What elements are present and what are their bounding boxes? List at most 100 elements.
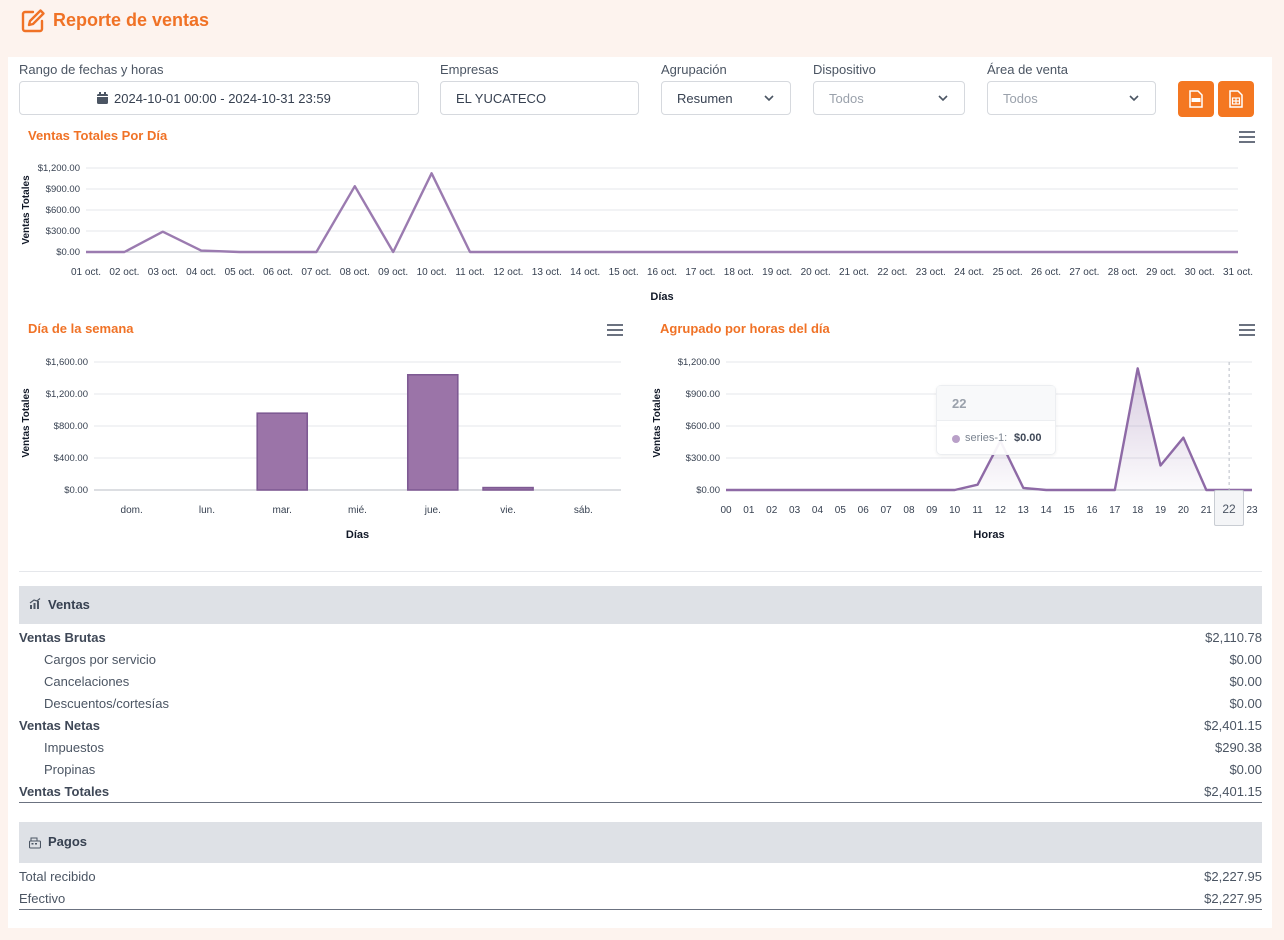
- weekday-bar: [406, 373, 459, 491]
- x-tick-label: 08 oct.: [340, 267, 370, 278]
- x-tick-label: 14: [1041, 505, 1053, 516]
- x-tick-label: 20: [1178, 505, 1190, 516]
- x-tick-label: jue.: [424, 505, 441, 516]
- x-tick-label: 03: [789, 505, 801, 516]
- x-tick-label: mar.: [272, 505, 291, 516]
- x-tick-label: 06: [858, 505, 870, 516]
- hamburger-menu-icon[interactable]: [1239, 324, 1255, 336]
- x-tick-label: 02: [766, 505, 778, 516]
- x-tick-label: 16: [1086, 505, 1098, 516]
- y-tick-label: $600.00: [46, 205, 80, 216]
- x-tick-label: 11: [972, 505, 983, 516]
- calendar-icon: [97, 92, 108, 104]
- ventas-row-gross: Ventas Brutas $2,110.78: [19, 630, 1262, 645]
- x-tick-label: sáb.: [574, 505, 593, 516]
- x-tick-label: 07: [881, 505, 893, 516]
- device-label: Dispositivo: [813, 62, 876, 77]
- y-tick-label: $1,200.00: [46, 389, 88, 400]
- x-tick-label: 17: [1109, 505, 1121, 516]
- hourly-sales-line: [726, 367, 1252, 492]
- x-axis-title: Días: [346, 529, 369, 541]
- x-tick-label: 30 oct.: [1185, 267, 1215, 278]
- x-tick-label: mié.: [348, 505, 367, 516]
- weekday-chart-title: Día de la semana: [28, 321, 134, 336]
- x-tick-label: 14 oct.: [570, 267, 600, 278]
- x-tick-label: 05 oct.: [225, 267, 255, 278]
- daily-sales-line: [86, 172, 1238, 254]
- hamburger-menu-icon[interactable]: [1239, 131, 1255, 143]
- chevron-down-icon: [1129, 95, 1139, 102]
- company-value: EL YUCATECO: [456, 91, 547, 106]
- date-range-value: 2024-10-01 00:00 - 2024-10-31 23:59: [114, 91, 331, 106]
- grouping-select[interactable]: Resumen: [661, 81, 791, 115]
- hamburger-menu-icon[interactable]: [607, 324, 623, 336]
- x-tick-label: 09: [926, 505, 938, 516]
- ventas-row-cancellations: Cancelaciones $0.00: [44, 674, 1262, 689]
- x-tick-label: 11 oct.: [455, 267, 484, 278]
- x-tick-label: 01: [743, 505, 755, 516]
- sales-area-label: Área de venta: [987, 62, 1068, 77]
- y-axis-title: Ventas Totales: [21, 388, 32, 458]
- x-tick-label: 04 oct.: [186, 267, 216, 278]
- x-tick-label: 28 oct.: [1108, 267, 1138, 278]
- company-label: Empresas: [440, 62, 499, 77]
- cash-register-icon: [29, 837, 41, 849]
- report-card: Rango de fechas y horas 2024-10-01 00:00…: [8, 57, 1272, 928]
- tooltip-series-name: series-1:: [965, 432, 1008, 444]
- date-range-picker[interactable]: 2024-10-01 00:00 - 2024-10-31 23:59: [19, 81, 419, 115]
- x-tick-label: 00: [720, 505, 732, 516]
- ventas-row-discounts: Descuentos/cortesías $0.00: [44, 696, 1262, 711]
- excel-file-icon: [1229, 90, 1243, 108]
- y-tick-label: $400.00: [54, 453, 88, 464]
- device-placeholder: Todos: [829, 91, 864, 106]
- x-tick-label: 02 oct.: [109, 267, 139, 278]
- y-tick-label: $1,200.00: [38, 163, 80, 174]
- x-tick-label: 24 oct.: [954, 267, 984, 278]
- ventas-row-tips: Propinas $0.00: [44, 762, 1262, 777]
- chart-tooltip: 22 series-1: $0.00: [936, 385, 1056, 455]
- sales-area-placeholder: Todos: [1003, 91, 1038, 106]
- x-tick-label: 12: [995, 505, 1007, 516]
- x-tick-label: 21: [1201, 505, 1213, 516]
- x-tick-label: 04: [812, 505, 824, 516]
- x-tick-label: 26 oct.: [1031, 267, 1061, 278]
- x-tick-label: 22 oct.: [877, 267, 907, 278]
- hourly-chart-title: Agrupado por horas del día: [660, 321, 830, 336]
- sales-area-select[interactable]: Todos: [987, 81, 1156, 115]
- export-pdf-button[interactable]: [1178, 81, 1214, 117]
- export-excel-button[interactable]: [1218, 81, 1254, 117]
- x-tick-label: 27 oct.: [1069, 267, 1099, 278]
- company-field[interactable]: EL YUCATECO: [440, 81, 639, 115]
- x-tick-label: 10: [949, 505, 961, 516]
- x-tick-label: 19: [1155, 505, 1167, 516]
- y-tick-label: $300.00: [46, 226, 80, 237]
- daily-chart-title: Ventas Totales Por Día: [28, 128, 168, 143]
- y-axis-title: Ventas Totales: [652, 388, 663, 458]
- y-tick-label: $900.00: [686, 389, 720, 400]
- grouping-value: Resumen: [677, 91, 733, 106]
- ventas-row-taxes: Impuestos $290.38: [44, 740, 1262, 755]
- x-tick-label: 03 oct.: [148, 267, 178, 278]
- pagos-row-total-received: Total recibido $2,227.95: [19, 869, 1262, 884]
- x-tick-label: 29 oct.: [1146, 267, 1176, 278]
- x-tick-label: 23 oct.: [916, 267, 946, 278]
- y-tick-label: $600.00: [686, 421, 720, 432]
- ventas-row-total: Ventas Totales $2,401.15: [19, 780, 1262, 803]
- x-tick-label: lun.: [199, 505, 215, 516]
- y-tick-label: $1,200.00: [678, 357, 720, 368]
- x-tick-label: 31 oct.: [1223, 267, 1253, 278]
- y-tick-label: $800.00: [54, 421, 88, 432]
- x-tick-label: 05: [835, 505, 847, 516]
- device-select[interactable]: Todos: [813, 81, 965, 115]
- y-tick-label: $1,600.00: [46, 357, 88, 368]
- pdf-file-icon: [1189, 90, 1203, 108]
- ventas-row-service-charges: Cargos por servicio $0.00: [44, 652, 1262, 667]
- sales-chart-icon: [29, 598, 41, 609]
- x-tick-label: 15: [1063, 505, 1075, 516]
- ventas-row-net: Ventas Netas $2,401.15: [19, 718, 1262, 733]
- page-title: Reporte de ventas: [53, 10, 210, 30]
- grouping-label: Agrupación: [661, 62, 727, 77]
- weekday-bar: [256, 412, 309, 491]
- x-tick-label: 16 oct.: [647, 267, 677, 278]
- x-tick-label: 01 oct.: [71, 267, 101, 278]
